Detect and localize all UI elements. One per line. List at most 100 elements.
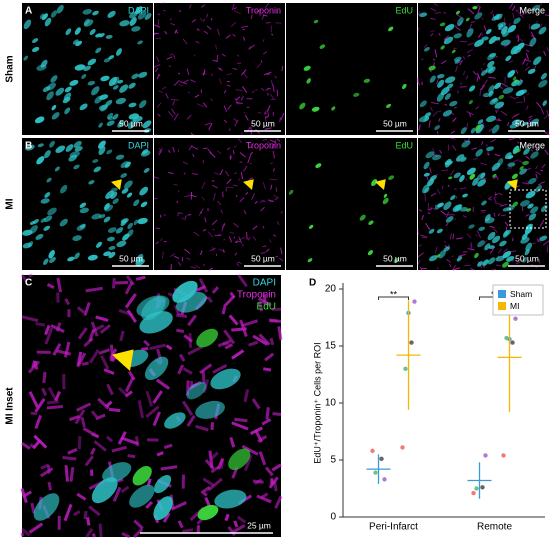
- troponin-signal: [118, 308, 133, 317]
- troponin-signal: [82, 427, 99, 438]
- troponin-signal: [510, 250, 517, 253]
- troponin-signal: [158, 149, 163, 156]
- troponin-signal: [235, 96, 241, 101]
- nucleus: [525, 190, 536, 199]
- nucleus: [456, 17, 464, 27]
- troponin-signal: [466, 110, 474, 116]
- troponin-signal: [232, 524, 246, 534]
- nucleus: [484, 217, 495, 224]
- troponin-signal: [203, 30, 209, 35]
- troponin-signal: [499, 85, 504, 90]
- troponin-signal: [264, 352, 275, 362]
- troponin-signal: [196, 27, 200, 31]
- troponin-signal: [238, 261, 243, 265]
- troponin-signal: [432, 110, 439, 117]
- channel-label: Troponin: [246, 140, 281, 150]
- edu-nucleus: [514, 79, 518, 83]
- troponin-signal: [225, 34, 231, 39]
- troponin-signal: [125, 275, 135, 286]
- troponin-signal: [271, 33, 274, 36]
- troponin-signal: [190, 266, 197, 269]
- troponin-signal: [481, 120, 485, 129]
- edu-nucleus: [368, 220, 374, 225]
- troponin-signal: [200, 211, 203, 214]
- troponin-signal: [99, 324, 111, 334]
- troponin-signal: [446, 258, 451, 263]
- nucleus: [47, 207, 57, 216]
- troponin-signal: [183, 172, 186, 175]
- troponin-signal: [504, 221, 509, 227]
- troponin-signal: [21, 442, 31, 450]
- troponin-signal: [254, 200, 258, 204]
- troponin-signal: [237, 261, 240, 264]
- edu-nucleus: [439, 22, 446, 27]
- troponin-signal: [266, 140, 271, 145]
- troponin-signal: [152, 411, 161, 427]
- nucleus: [40, 218, 46, 223]
- nucleus: [33, 493, 60, 521]
- troponin-signal: [265, 407, 270, 420]
- troponin-signal: [155, 227, 160, 229]
- troponin-signal: [233, 222, 239, 228]
- troponin-signal: [488, 76, 496, 79]
- troponin-signal: [483, 25, 487, 31]
- troponin-signal: [262, 181, 266, 190]
- troponin-signal: [234, 97, 240, 105]
- troponin-signal: [450, 130, 456, 134]
- nucleus: [461, 140, 471, 148]
- troponin-signal: [462, 56, 466, 60]
- troponin-signal: [239, 152, 246, 158]
- troponin-signal: [196, 103, 205, 108]
- nucleus: [497, 158, 504, 167]
- edu-nucleus: [469, 173, 476, 180]
- troponin-signal: [430, 192, 437, 197]
- troponin-signal: [80, 417, 86, 428]
- troponin-signal: [280, 211, 283, 214]
- nucleus: [127, 229, 134, 237]
- troponin-signal: [224, 343, 234, 350]
- legend-label: MI: [510, 301, 519, 311]
- nucleus: [56, 4, 64, 14]
- nucleus: [119, 20, 130, 27]
- troponin-signal: [72, 510, 81, 517]
- troponin-signal: [419, 209, 422, 212]
- troponin-signal: [467, 248, 475, 251]
- troponin-signal: [254, 128, 258, 131]
- troponin-signal: [280, 112, 285, 121]
- troponin-signal: [490, 10, 494, 15]
- troponin-signal: [497, 248, 502, 254]
- troponin-signal: [466, 233, 472, 239]
- troponin-signal: [156, 73, 160, 80]
- micrograph: [418, 3, 549, 135]
- nucleus: [438, 250, 446, 259]
- troponin-signal: [161, 86, 167, 90]
- troponin-signal: [155, 241, 160, 245]
- nucleus: [29, 225, 38, 234]
- troponin-signal: [467, 8, 475, 15]
- troponin-signal: [174, 255, 180, 259]
- nucleus: [524, 248, 530, 256]
- troponin-signal: [218, 248, 226, 253]
- micrograph-texture: [23, 4, 152, 133]
- edu-nucleus: [371, 179, 378, 187]
- edu-nucleus: [401, 83, 407, 90]
- nucleus: [68, 154, 78, 162]
- troponin-signal: [109, 348, 118, 359]
- nucleus: [485, 28, 492, 35]
- troponin-signal: [417, 81, 421, 86]
- nucleus: [527, 203, 534, 209]
- nucleus: [488, 36, 497, 44]
- nucleus: [494, 101, 505, 109]
- nucleus: [129, 484, 155, 508]
- troponin-signal: [452, 117, 457, 123]
- channel-label: DAPI: [253, 278, 276, 289]
- troponin-signal: [192, 153, 195, 158]
- edu-nucleus: [386, 103, 392, 108]
- troponin-signal: [534, 65, 537, 69]
- troponin-signal: [270, 162, 273, 165]
- troponin-signal: [204, 458, 215, 471]
- nucleus: [82, 8, 92, 15]
- nucleus: [440, 86, 450, 95]
- y-tick-label: 10: [325, 398, 337, 409]
- nucleus: [428, 228, 435, 234]
